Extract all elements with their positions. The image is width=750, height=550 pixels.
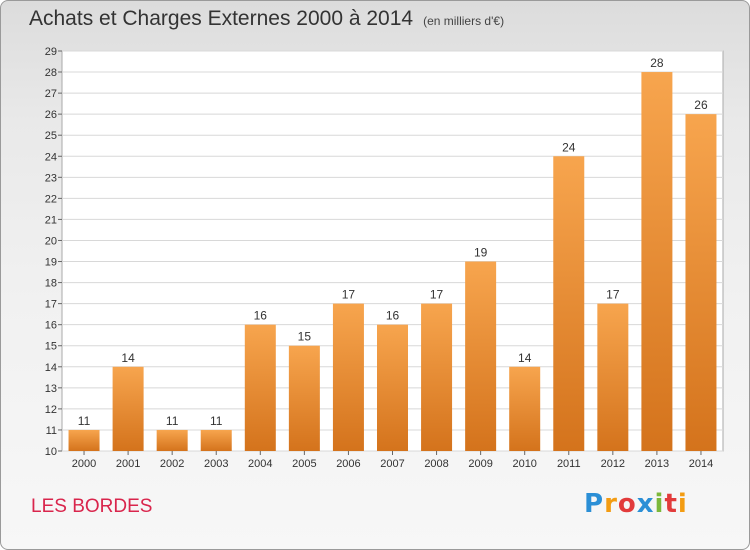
y-tick-label: 15 bbox=[45, 341, 57, 353]
y-tick-label: 22 bbox=[45, 193, 57, 205]
bar bbox=[112, 366, 144, 451]
bar bbox=[597, 303, 629, 451]
x-tick-label: 2000 bbox=[72, 458, 96, 470]
bar-value-label: 11 bbox=[210, 414, 223, 428]
bar-value-label: 26 bbox=[694, 98, 708, 112]
y-axis: 10 11 12 13 14 15 16 17 18 19 20 21 22 23 24 25 26 27 28 29 bbox=[45, 46, 62, 458]
bar-value-label: 16 bbox=[386, 309, 400, 323]
x-tick-label: 2012 bbox=[601, 458, 625, 470]
x-tick-label: 2008 bbox=[424, 458, 448, 470]
bar-value-label: 19 bbox=[474, 246, 488, 260]
proxiti-logo[interactable]: Proxiti bbox=[584, 489, 688, 519]
bar-value-label: 28 bbox=[650, 56, 664, 70]
bar bbox=[509, 366, 541, 451]
chart-subtitle: (en milliers d'€) bbox=[423, 14, 505, 28]
logo-letter: P bbox=[584, 489, 605, 519]
chart-title: Achats et Charges Externes 2000 à 2014 (e… bbox=[29, 7, 504, 31]
bar-value-label: 17 bbox=[430, 288, 444, 302]
x-tick-label: 2006 bbox=[336, 458, 360, 470]
y-tick-label: 12 bbox=[45, 404, 57, 416]
x-tick-label: 2010 bbox=[512, 458, 536, 470]
bar bbox=[244, 324, 276, 451]
y-tick-label: 29 bbox=[45, 46, 57, 58]
y-tick-label: 14 bbox=[45, 362, 57, 374]
y-tick-label: 28 bbox=[45, 67, 57, 79]
bar bbox=[421, 303, 453, 451]
bar-value-label: 15 bbox=[298, 330, 312, 344]
bar-value-label: 11 bbox=[166, 414, 179, 428]
x-tick-label: 2014 bbox=[689, 458, 713, 470]
logo-letter: i bbox=[677, 489, 688, 519]
bar bbox=[685, 114, 717, 451]
x-tick-label: 2011 bbox=[557, 458, 581, 470]
x-tick-label: 2013 bbox=[645, 458, 669, 470]
logo-letter: x bbox=[636, 489, 655, 519]
y-tick-label: 21 bbox=[45, 214, 57, 226]
x-tick-label: 2002 bbox=[160, 458, 184, 470]
x-tick-label: 2005 bbox=[292, 458, 316, 470]
x-tick-label: 2004 bbox=[248, 458, 272, 470]
logo-letter: o bbox=[617, 489, 637, 519]
logo-letter: r bbox=[604, 489, 618, 519]
bar bbox=[156, 429, 188, 451]
y-tick-label: 16 bbox=[45, 320, 57, 332]
bar-value-label: 14 bbox=[121, 351, 135, 365]
y-tick-label: 13 bbox=[45, 383, 57, 395]
bar bbox=[332, 303, 364, 451]
y-tick-label: 20 bbox=[45, 235, 57, 247]
logo-letter: i bbox=[654, 489, 665, 519]
commune-name: LES BORDES bbox=[31, 496, 153, 517]
bars: 11 14 11 11 16 15 17 16 17 19 14 24 17 28 26 bbox=[68, 56, 717, 451]
x-axis: 2000 2001 2002 2003 2004 2005 2006 2007 2008 2009… bbox=[72, 451, 713, 470]
y-tick-label: 19 bbox=[45, 257, 57, 269]
bar bbox=[200, 429, 232, 451]
y-tick-label: 26 bbox=[45, 109, 57, 121]
bar bbox=[68, 429, 100, 451]
bar bbox=[553, 156, 585, 451]
y-tick-label: 24 bbox=[45, 151, 57, 163]
y-tick-label: 23 bbox=[45, 172, 57, 184]
bar-value-label: 17 bbox=[606, 288, 620, 302]
logo-letter: t bbox=[664, 489, 678, 519]
x-tick-label: 2009 bbox=[468, 458, 492, 470]
y-tick-label: 25 bbox=[45, 130, 57, 142]
y-tick-label: 18 bbox=[45, 278, 57, 290]
y-tick-label: 11 bbox=[46, 425, 57, 437]
bar bbox=[641, 72, 673, 451]
y-tick-label: 10 bbox=[45, 446, 57, 458]
bar bbox=[465, 261, 497, 451]
bar-value-label: 14 bbox=[518, 351, 532, 365]
bar bbox=[288, 345, 320, 451]
bar-value-label: 17 bbox=[342, 288, 356, 302]
y-tick-label: 17 bbox=[45, 299, 57, 311]
y-tick-label: 27 bbox=[45, 88, 57, 100]
bar-value-label: 16 bbox=[254, 309, 268, 323]
chart-title-text: Achats et Charges Externes 2000 à 2014 bbox=[29, 7, 414, 30]
x-tick-label: 2001 bbox=[116, 458, 140, 470]
bar-value-label: 11 bbox=[78, 414, 91, 428]
bar-value-label: 24 bbox=[562, 140, 576, 154]
bar bbox=[377, 324, 408, 451]
x-tick-label: 2007 bbox=[380, 458, 404, 470]
x-tick-label: 2003 bbox=[204, 458, 228, 470]
